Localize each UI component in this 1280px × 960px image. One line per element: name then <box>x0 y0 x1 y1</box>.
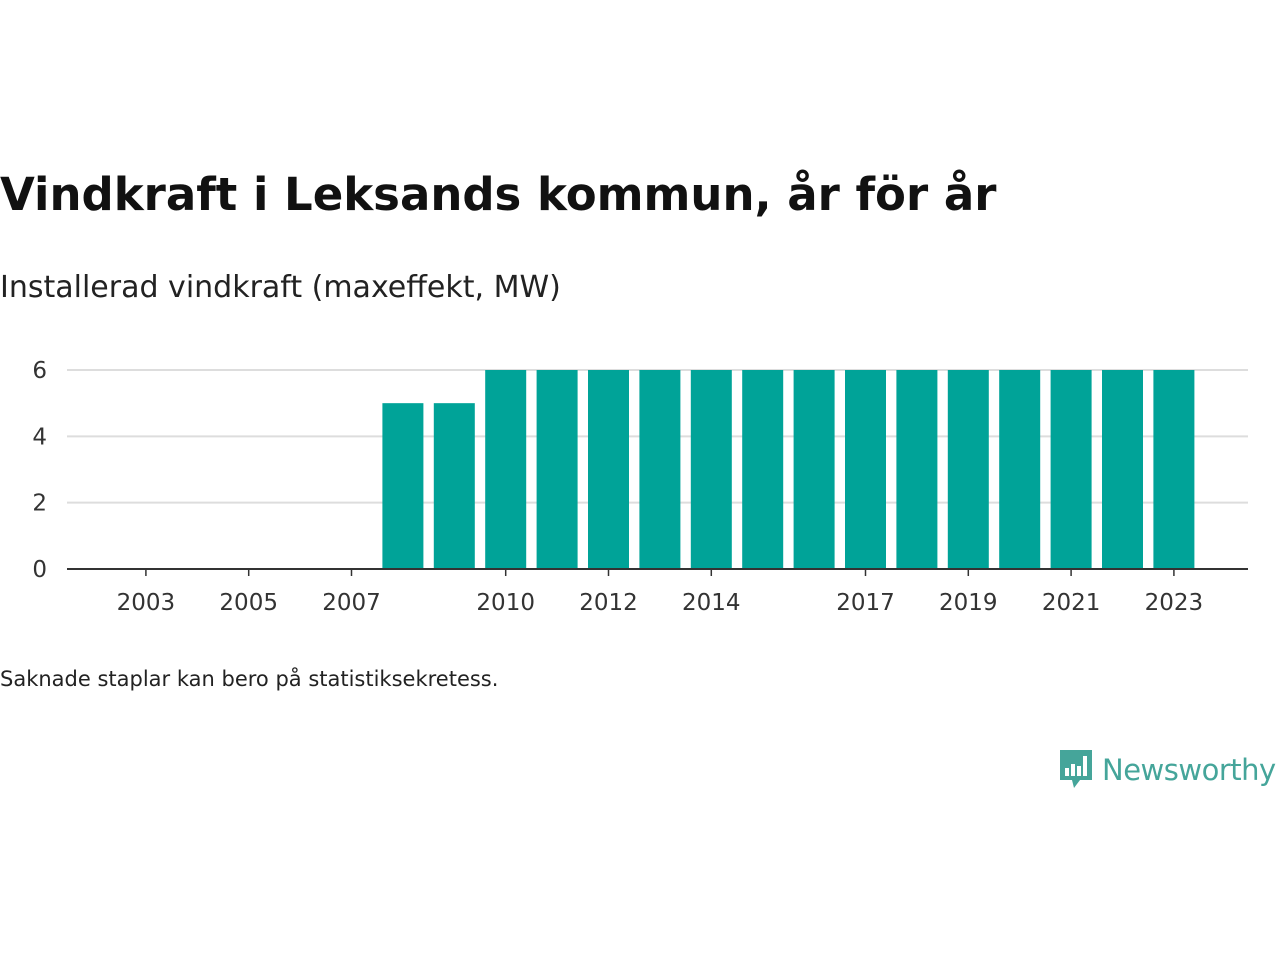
bar-2019[interactable] <box>947 370 989 569</box>
chart-title: Vindkraft i Leksands kommun, år för år <box>0 168 997 221</box>
y-tick-label: 2 <box>32 491 47 517</box>
bar-2012[interactable] <box>588 370 629 569</box>
chart-subtitle: Installerad vindkraft (maxeffekt, MW) <box>0 270 561 305</box>
footnote: Saknade staplar kan bero på statistiksek… <box>0 667 499 691</box>
bar-2010[interactable] <box>485 370 527 569</box>
y-tick-label: 4 <box>32 424 47 450</box>
bar-2014[interactable] <box>690 370 732 569</box>
x-tick-label: 2023 <box>1145 590 1204 616</box>
x-tick-label: 2017 <box>836 590 895 616</box>
y-tick-label: 6 <box>32 358 47 384</box>
x-tick-label: 2019 <box>939 590 998 616</box>
bar-2017[interactable] <box>845 370 886 569</box>
bar-2011[interactable] <box>536 370 578 569</box>
x-tick-label: 2003 <box>117 590 176 616</box>
y-axis-ticks: 0 2 4 6 <box>32 358 47 583</box>
bar-2020[interactable] <box>999 370 1041 569</box>
bars <box>382 370 1195 569</box>
x-axis-ticks: 2003 2005 2007 2010 2012 2014 2017 2019 2021 2023 <box>117 569 1204 616</box>
bar-chart: 0 2 4 6 2003 2005 2007 2010 2012 2014 2017 2019 202… <box>32 358 1248 616</box>
bar-2023[interactable] <box>1153 370 1195 569</box>
x-tick-label: 2021 <box>1042 590 1101 616</box>
x-tick-label: 2007 <box>322 590 381 616</box>
bar-2008[interactable] <box>382 403 424 569</box>
bar-2018[interactable] <box>896 370 938 569</box>
bar-2016[interactable] <box>793 370 835 569</box>
x-tick-label: 2005 <box>219 590 278 616</box>
y-tick-label: 0 <box>32 557 47 583</box>
newsworthy-logo-icon <box>1060 750 1092 788</box>
x-tick-label: 2012 <box>579 590 638 616</box>
bar-2021[interactable] <box>1050 370 1092 569</box>
brand-logo[interactable]: Newsworthy <box>1058 748 1276 792</box>
bar-2022[interactable] <box>1102 370 1143 569</box>
x-tick-label: 2010 <box>476 590 535 616</box>
bar-2015[interactable] <box>742 370 784 569</box>
x-tick-label: 2014 <box>682 590 741 616</box>
brand-name: Newsworthy <box>1102 753 1276 787</box>
bar-2009[interactable] <box>433 403 475 569</box>
bar-2013[interactable] <box>639 370 681 569</box>
